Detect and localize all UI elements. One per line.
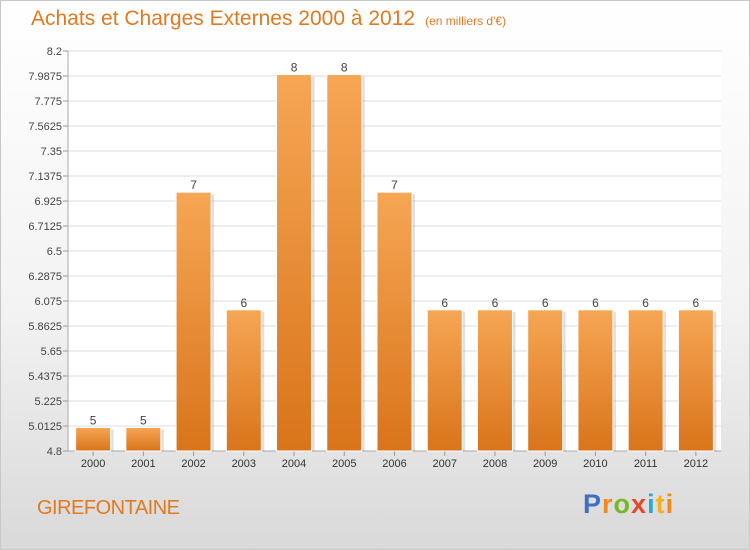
logo-letter: i [647,489,656,519]
bar [627,309,664,452]
x-tick-label: 2007 [432,458,456,470]
logo-letter: t [655,489,666,519]
bar [225,309,262,452]
data-label: 6 [240,296,247,310]
bar [577,309,614,452]
x-tick-label: 2009 [533,458,557,470]
y-tick-label: 5.225 [34,396,62,408]
data-label: 5 [90,413,97,427]
chart-title: Achats et Charges Externes 2000 à 2012 (e… [31,7,506,31]
y-tick-label: 7.1375 [28,171,62,183]
x-tick-label: 2000 [81,458,105,470]
title-text: Achats et Charges Externes 2000 à 2012 [31,7,416,30]
y-tick-label: 7.775 [34,96,62,108]
y-tick-label: 7.35 [41,146,62,158]
bar-layer [75,74,717,452]
data-label: 6 [642,296,649,310]
x-tick-label: 2006 [382,458,406,470]
y-tick-label: 6.7125 [28,221,62,233]
x-tick-label: 2008 [483,458,507,470]
y-tick-label: 7.9875 [28,71,62,83]
bar [527,309,564,452]
data-label: 6 [693,296,700,310]
logo-letter: P [583,489,603,519]
commune-name: GIREFONTAINE [37,497,180,519]
bar [75,426,112,452]
label-layer: 4.8 5.0125 5.225 5.4375 5.65 5.8625 6.075 6.287… [28,46,708,470]
bar [326,74,363,452]
bar [677,309,714,452]
x-tick-label: 2005 [332,458,356,470]
bar [426,309,463,452]
y-tick-label: 5.8625 [28,321,62,333]
bar [175,191,212,452]
data-label: 6 [441,296,448,310]
logo-letter: x [631,489,648,519]
x-tick-label: 2011 [634,458,658,470]
y-tick-label: 6.925 [34,196,62,208]
logo-letter: r [602,489,614,519]
logo-letter: i [665,489,675,519]
data-label: 5 [140,413,147,427]
x-tick-label: 2001 [131,458,155,470]
x-tick-label: 2004 [282,458,306,470]
proxiti-logo: Proxiti [583,489,674,520]
x-tick-label: 2010 [583,458,607,470]
unit-label: (en milliers d'€) [425,14,507,28]
data-label: 8 [291,61,298,75]
y-tick-label: 5.0125 [28,421,62,433]
y-tick-label: 8.2 [47,46,62,58]
bar [476,309,513,452]
y-tick-label: 5.4375 [28,371,62,383]
x-tick-label: 2012 [684,458,708,470]
bar [276,74,313,452]
y-tick-label: 6.5 [47,246,62,258]
x-tick-label: 2003 [232,458,256,470]
bar [376,191,413,452]
data-label: 6 [492,296,499,310]
data-label: 6 [542,296,549,310]
data-label: 7 [190,178,197,192]
bar [125,426,162,452]
data-label: 6 [592,296,599,310]
y-tick-label: 4.8 [47,446,62,458]
y-tick-label: 6.075 [34,296,62,308]
y-tick-label: 5.65 [41,346,62,358]
logo-letter: o [613,489,632,519]
y-tick-label: 7.5625 [28,121,62,133]
x-tick-label: 2002 [181,458,205,470]
data-label: 8 [341,61,348,75]
data-label: 7 [391,178,398,192]
y-tick-label: 6.2875 [28,271,62,283]
